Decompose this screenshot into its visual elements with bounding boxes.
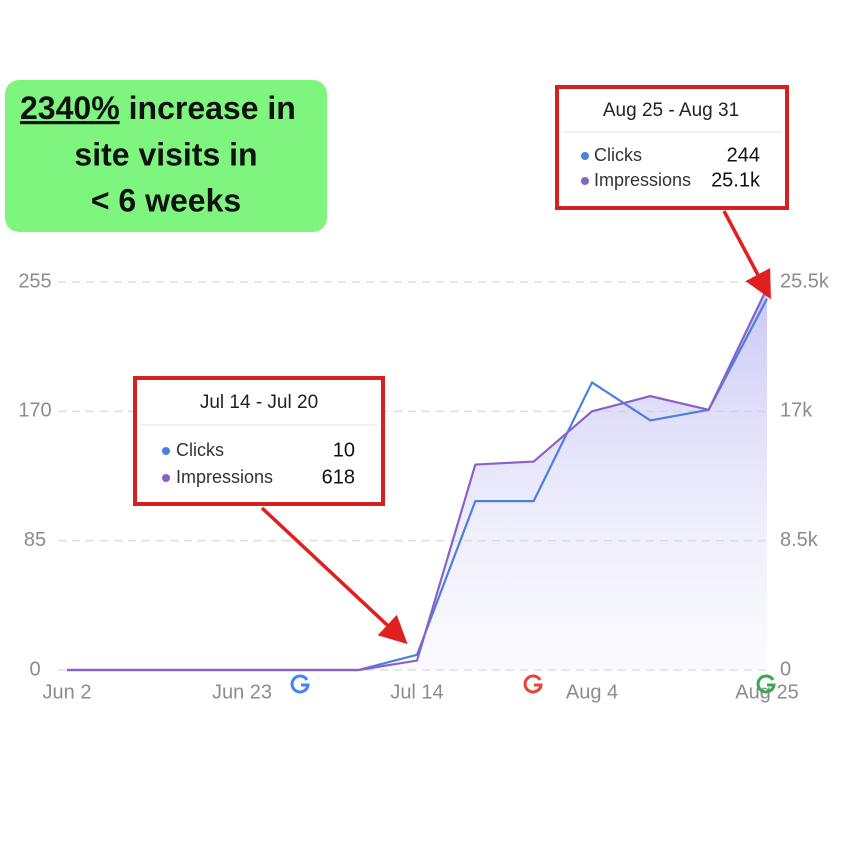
callout-value: 25.1k [711,169,761,191]
google-icon [290,674,310,694]
y2-tick-label: 17k [780,400,813,422]
banner-text: increase in [129,90,296,126]
google-icon [756,674,776,694]
y-tick-label: 170 [18,400,51,422]
callout-value: 10 [333,439,355,461]
banner-text: site visits in [74,136,257,172]
x-tick-label: Aug 4 [566,681,618,703]
legend-dot [162,447,170,455]
arrow [260,506,408,645]
x-tick-label: Jul 14 [390,681,443,703]
arrow [722,210,771,300]
y2-tick-label: 8.5k [780,529,819,551]
callout-label: Clicks [176,440,224,460]
callout-label: Impressions [594,170,691,190]
google-icon [523,674,543,694]
callout-box [555,85,789,210]
y-tick-label: 255 [18,270,51,292]
y2-tick-label: 0 [780,658,791,680]
banner-text: < 6 weeks [91,182,241,218]
plot-area: 0 85 170 255 0 8.5k 17k 25.5k Jun 2 Jun 23 Jul 14 A… [18,270,830,703]
y-tick-label: 85 [24,529,46,551]
series-line [67,287,768,672]
banner-box [5,80,327,232]
callout-box [133,376,385,506]
legend-dot [581,152,589,160]
area [67,288,767,670]
y-tick-label: 0 [29,658,40,680]
callout-label: Impressions [176,467,273,487]
callout-value: 618 [322,466,355,488]
banner-highlight: 2340% [20,90,120,126]
legend-dot [581,177,589,185]
banner-line: 2340% increase in [20,90,296,126]
y2-tick-label: 25.5k [780,270,830,292]
legend-dot [162,474,170,482]
callout-title: Jul 14 - Jul 20 [200,392,318,413]
callout-value: 244 [727,144,760,166]
callout-label: Clicks [594,145,642,165]
x-tick-label: Jun 23 [212,681,272,703]
callout-title: Aug 25 - Aug 31 [603,100,739,121]
x-tick-label: Jun 2 [43,681,92,703]
